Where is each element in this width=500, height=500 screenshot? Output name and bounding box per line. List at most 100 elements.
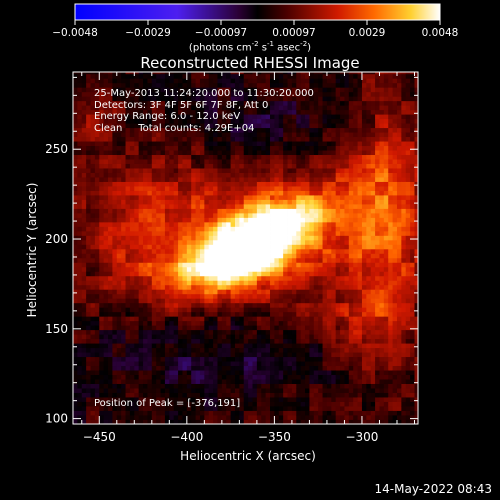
heatmap-cell bbox=[322, 145, 328, 151]
heatmap-cell bbox=[326, 168, 332, 173]
heatmap-cell bbox=[178, 244, 183, 250]
heatmap-cell bbox=[283, 338, 288, 344]
heatmap-cell bbox=[217, 78, 223, 84]
heatmap-cell bbox=[331, 334, 337, 340]
heatmap-cell bbox=[248, 123, 253, 129]
heatmap-cell bbox=[313, 91, 319, 97]
heatmap-cell bbox=[182, 132, 188, 138]
heatmap-cell bbox=[252, 379, 258, 384]
heatmap-cell bbox=[283, 172, 288, 178]
heatmap-cell bbox=[178, 307, 183, 313]
heatmap-cell bbox=[199, 199, 205, 205]
heatmap-cell bbox=[340, 91, 345, 97]
heatmap-cell bbox=[243, 410, 249, 416]
heatmap-cell bbox=[164, 401, 170, 407]
heatmap-cell bbox=[309, 154, 315, 160]
heatmap-cell bbox=[160, 298, 166, 304]
heatmap-cell bbox=[326, 397, 332, 402]
heatmap-cell bbox=[77, 253, 83, 259]
heatmap-cell bbox=[86, 334, 91, 340]
heatmap-cell bbox=[112, 388, 118, 393]
heatmap-cell bbox=[134, 280, 140, 286]
heatmap-cell bbox=[129, 208, 135, 214]
heatmap-cell bbox=[344, 293, 350, 299]
heatmap-cell bbox=[252, 275, 258, 281]
heatmap-cell bbox=[121, 177, 126, 182]
heatmap-cell bbox=[305, 311, 310, 317]
heatmap-cell bbox=[335, 118, 341, 124]
heatmap-cell bbox=[256, 239, 262, 245]
heatmap-cell bbox=[331, 212, 337, 218]
heatmap-cell bbox=[94, 82, 100, 88]
heatmap-cell bbox=[221, 352, 227, 358]
heatmap-cell bbox=[335, 72, 341, 75]
heatmap-cell bbox=[287, 145, 293, 151]
heatmap-cell bbox=[169, 105, 175, 111]
heatmap-cell bbox=[226, 235, 232, 241]
heatmap-cell bbox=[283, 168, 288, 173]
heatmap-cell bbox=[160, 311, 166, 317]
heatmap-cell bbox=[296, 195, 302, 200]
heatmap-cell bbox=[274, 217, 280, 223]
heatmap-cell bbox=[134, 374, 140, 380]
heatmap-cell bbox=[186, 248, 192, 254]
heatmap-cell bbox=[86, 82, 91, 88]
heatmap-cell bbox=[213, 275, 218, 281]
heatmap-cell bbox=[252, 154, 258, 160]
heatmap-cell bbox=[313, 114, 319, 120]
heatmap-cell bbox=[86, 212, 91, 218]
heatmap-cell bbox=[164, 190, 170, 196]
heatmap-cell bbox=[86, 141, 91, 147]
heatmap-cell bbox=[103, 284, 109, 290]
heatmap-cell bbox=[143, 100, 148, 106]
heatmap-cell bbox=[86, 329, 91, 335]
heatmap-cell bbox=[191, 239, 196, 245]
heatmap-cell bbox=[108, 181, 113, 187]
heatmap-cell bbox=[86, 221, 91, 227]
heatmap-cell bbox=[261, 388, 267, 393]
heatmap-cell bbox=[221, 100, 227, 106]
heatmap-cell bbox=[125, 136, 131, 142]
heatmap-cell bbox=[147, 159, 153, 164]
heatmap-cell bbox=[248, 82, 253, 88]
heatmap-cell bbox=[278, 262, 284, 268]
heatmap-cell bbox=[129, 159, 135, 164]
heatmap-cell bbox=[186, 361, 192, 367]
heatmap-cell bbox=[121, 230, 126, 236]
heatmap-cell bbox=[112, 356, 118, 362]
heatmap-cell bbox=[121, 239, 126, 245]
heatmap-cell bbox=[103, 289, 109, 295]
heatmap-cell bbox=[134, 96, 140, 102]
heatmap-cell bbox=[169, 370, 175, 376]
heatmap-cell bbox=[199, 78, 205, 84]
heatmap-cell bbox=[278, 253, 284, 259]
heatmap-cell bbox=[213, 212, 218, 218]
heatmap-cell bbox=[143, 316, 148, 322]
heatmap-cell bbox=[313, 392, 319, 398]
heatmap-cell bbox=[86, 226, 91, 232]
heatmap-cell bbox=[344, 266, 350, 272]
heatmap-cell bbox=[296, 235, 302, 241]
heatmap-cell bbox=[99, 208, 105, 214]
heatmap-cell bbox=[300, 154, 306, 160]
heatmap-cell bbox=[182, 105, 188, 111]
heatmap-cell bbox=[121, 271, 126, 277]
heatmap-cell bbox=[344, 96, 350, 102]
heatmap-cell bbox=[340, 347, 345, 353]
heatmap-cell bbox=[134, 356, 140, 362]
heatmap-cell bbox=[90, 82, 96, 88]
heatmap-cell bbox=[94, 127, 100, 133]
heatmap-cell bbox=[226, 352, 232, 358]
heatmap-cell bbox=[129, 100, 135, 106]
heatmap-cell bbox=[331, 307, 337, 313]
heatmap-cell bbox=[90, 163, 96, 169]
heatmap-cell bbox=[191, 145, 196, 151]
heatmap-cell bbox=[134, 257, 140, 263]
heatmap-cell bbox=[344, 186, 350, 191]
heatmap-cell bbox=[112, 307, 118, 313]
heatmap-cell bbox=[195, 73, 201, 79]
heatmap-cell bbox=[226, 114, 232, 120]
heatmap-cell bbox=[195, 78, 201, 84]
heatmap-cell bbox=[283, 316, 288, 322]
heatmap-cell bbox=[204, 132, 210, 138]
